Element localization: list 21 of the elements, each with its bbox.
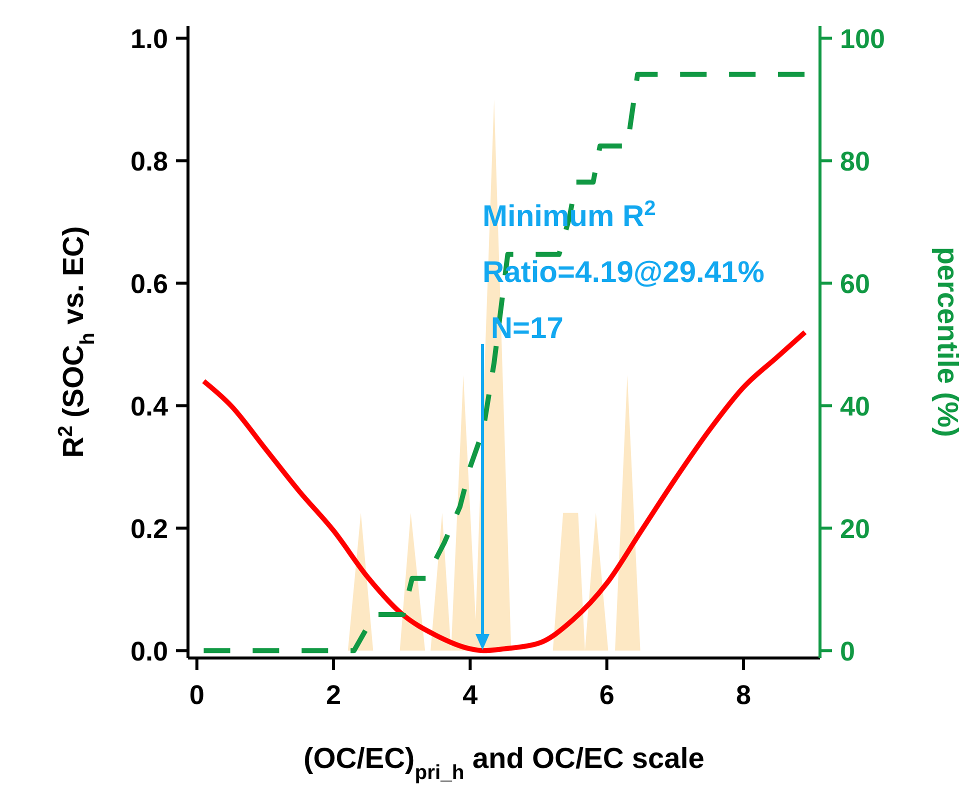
y2-tick-label: 40 (840, 392, 870, 422)
y2-tick-label: 80 (840, 146, 870, 177)
x-tick-label: 8 (736, 680, 751, 710)
y-tick-label: 0.0 (130, 636, 168, 667)
y2-tick-label: 60 (840, 269, 870, 300)
y2-tick-label: 100 (840, 24, 886, 54)
x-tick-label: 0 (189, 680, 204, 710)
annotation: Ratio=4.19@29.41% (482, 256, 764, 289)
annotation: N=17 (482, 312, 564, 345)
y-tick-label: 1.0 (130, 24, 168, 54)
y-tick-label: 0.4 (130, 392, 168, 422)
y-tick-label: 0.2 (130, 514, 168, 544)
x-tick-label: 4 (462, 680, 478, 710)
y-tick-label: 0.6 (130, 269, 168, 300)
y2-tick-label: 20 (840, 514, 870, 544)
y-tick-label: 0.8 (130, 146, 168, 177)
y2-axis-title: percentile (%) (931, 246, 963, 438)
y2-tick-label: 0 (840, 636, 856, 667)
x-axis-title: (OC/EC)$_{pri_h}$ and OC/EC scale (304, 743, 704, 784)
x-tick-label: 2 (326, 680, 342, 710)
x-tick-label: 6 (599, 680, 614, 710)
